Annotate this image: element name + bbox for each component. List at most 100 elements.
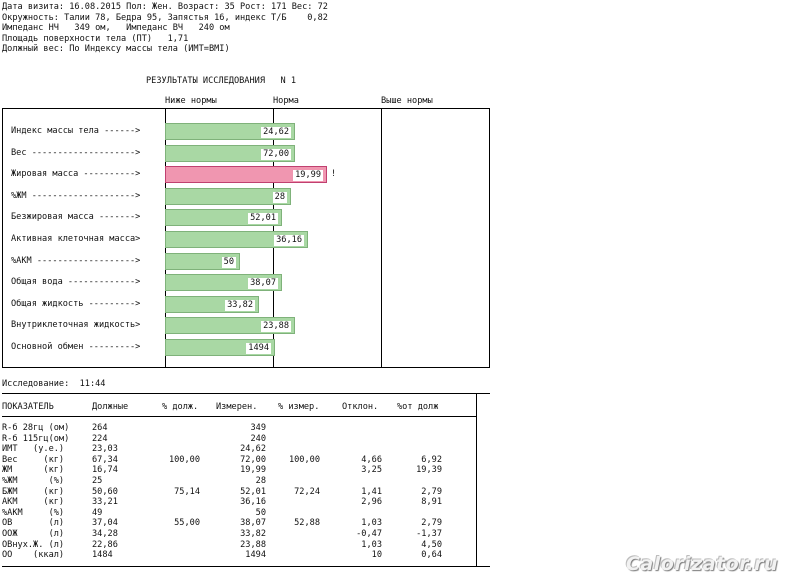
table-row-label: БЖМ (кг) [2, 486, 65, 497]
visit-header: Дата визита: 16.08.2015 Пол: Жен. Возрас… [2, 2, 328, 55]
bar-value: 50 [221, 256, 236, 268]
table-cell: 24,62 [240, 444, 266, 455]
bar-value: 33,82 [225, 299, 255, 311]
table-cell: 224 [92, 433, 108, 444]
table-cell: -0,47 [356, 529, 382, 539]
table-cell: 2,79 [421, 518, 442, 529]
bar-label: %АКМ -------------------> [11, 255, 141, 266]
bar-label: Общая жидкость ---------> [11, 298, 141, 309]
bar-value: 52,01 [248, 213, 278, 225]
table-cell: 349 [250, 423, 266, 433]
table-cell: 240 [250, 433, 266, 444]
header-line: Должный вес: По Индексу массы тела (ИМТ=… [2, 44, 230, 54]
bar-label: Общая вода -------------> [11, 277, 141, 288]
table-header-cell: %от долж [397, 402, 439, 412]
table-cell: 1484 [92, 550, 113, 561]
table-cell: 264 [92, 423, 108, 433]
table-cell: 19,99 [240, 465, 266, 476]
bar-value: 23,88 [261, 321, 291, 333]
table-cell: 52,88 [294, 518, 320, 529]
table-cell: 72,24 [294, 486, 320, 497]
bar: 33,82 [165, 295, 259, 313]
table-cell: 1494 [245, 550, 266, 561]
watermark-logo: Calorizator.ru [625, 553, 778, 575]
table-cell: 49 [92, 507, 103, 518]
bar-value: 1494 [246, 343, 271, 354]
table-cell: 4,50 [421, 539, 442, 550]
table-cell: 19,39 [416, 465, 442, 476]
zone-label-below: Ниже нормы [165, 96, 217, 106]
table-cell: 23,88 [240, 539, 266, 550]
bar: 24,62 [165, 123, 295, 140]
table-cell: 1,41 [361, 486, 382, 497]
bar: 72,00 [165, 144, 295, 162]
table-cell: 55,00 [174, 518, 200, 529]
table-row-label: ОВнух.Ж. (л) [2, 539, 65, 550]
table-cell: 50,60 [92, 486, 118, 497]
header-line: Площадь поверхности тела (ПТ) 1,71 [2, 33, 189, 44]
bar: 50 [165, 252, 240, 270]
table-header-cell: % измер. [278, 402, 320, 412]
results-table: ПОКАЗАТЕЛЬ Должные % долж. Измерен. % измер.… [2, 393, 490, 567]
table-row-label: Вес (кг) [2, 454, 65, 465]
bar-label: Основной обмен ---------> [11, 342, 141, 352]
table-cell: 67,34 [92, 454, 118, 465]
table-row-label: ООЖ (л) [2, 529, 65, 539]
bar-label: Индекс массы тела ------> [11, 126, 141, 136]
table-cell: 37,04 [92, 518, 118, 529]
table-cell: 2,79 [421, 486, 442, 497]
table-header-cell: Измерен. [216, 402, 258, 412]
header-line: Дата визита: 16.08.2015 Пол: Жен. Возрас… [2, 2, 328, 12]
table-row-label: АКМ (кг) [2, 497, 65, 508]
table-row-label: ОО (ккал) [2, 550, 65, 561]
bar-value: 36,16 [274, 235, 304, 246]
bar-value: 72,00 [261, 148, 291, 160]
bar: 1494 [165, 339, 275, 356]
bar-value: 19,99 [293, 170, 323, 182]
table-row-label: ИМТ (у.е.) [2, 444, 65, 455]
table-cell: 33,21 [92, 497, 118, 508]
table-row-label: ОВ (л) [2, 518, 65, 529]
table-cell: 50 [255, 507, 266, 518]
results-title: РЕЗУЛЬТАТЫ ИССЛЕДОВАНИЯ N 1 [146, 76, 297, 86]
table-row-label: %АКМ (%) [2, 507, 65, 518]
table-header-cell: Должные [92, 402, 129, 412]
bar: 38,07 [165, 274, 282, 292]
zone-label-above: Выше нормы [381, 96, 433, 106]
table-cell: 3,25 [361, 465, 382, 476]
table-cell: 4,66 [361, 454, 382, 465]
table-cell: 75,14 [174, 486, 200, 497]
table-cell: 52,01 [240, 486, 266, 497]
table-right-divider [476, 394, 477, 566]
bar-value: 24,62 [261, 127, 291, 138]
results-chart: Индекс массы тела ------> 24,62 Вес ------… [2, 108, 490, 368]
header-line: Импеданс НЧ 349 ом, Импеданс ВЧ 240 ом [2, 23, 230, 33]
table-row-label: R-б 28гц (ом) [2, 423, 70, 433]
table-row-label: ЖМ (кг) [2, 465, 65, 476]
table-cell: 22,86 [92, 539, 118, 550]
table-cell: 34,28 [92, 529, 118, 539]
zone-divider-above [381, 109, 382, 367]
table-cell: 38,07 [240, 518, 266, 529]
bar: 23,88 [165, 317, 295, 335]
table-cell: 8,91 [421, 497, 442, 508]
table-cell: 23,03 [92, 444, 118, 455]
table-header-cell: % долж. [162, 402, 199, 412]
bar-label: Вес --------------------> [11, 147, 141, 158]
bar: 28 [165, 187, 291, 205]
bar-label: Безжировая масса -------> [11, 212, 141, 223]
table-cell: 16,74 [92, 465, 118, 476]
table-cell: 25 [92, 476, 103, 486]
bar-label: Активная клеточная масса> [11, 234, 141, 244]
table-cell: 1,03 [361, 539, 382, 550]
table-row-label: %ЖМ (%) [2, 476, 65, 486]
study-time: Исследование: 11:44 [2, 379, 106, 389]
table-cell: 1,03 [361, 518, 382, 529]
bar-label: Внутриклеточная жидкость> [11, 320, 141, 331]
bar: 36,16 [165, 231, 308, 248]
table-cell: 100,00 [288, 454, 320, 465]
header-line: Окружность: Талии 78, Бедра 95, Запястья… [2, 12, 328, 23]
table-cell: 0,64 [421, 550, 442, 561]
table-cell: 33,82 [240, 529, 266, 539]
bar: 19,99 [165, 166, 327, 184]
